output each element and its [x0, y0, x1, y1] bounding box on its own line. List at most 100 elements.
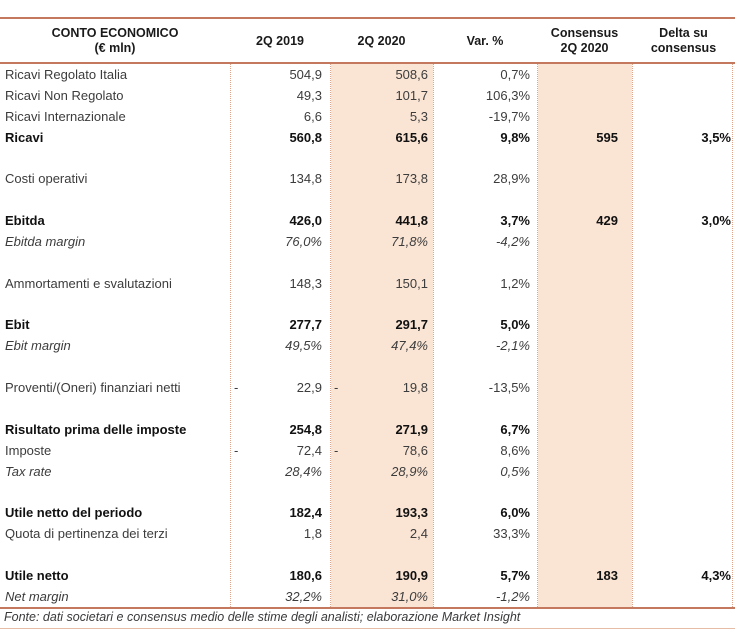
- cell-var-pct: 28,9%: [433, 171, 537, 186]
- cell-2q2020: 271,9: [330, 422, 433, 437]
- cell-2q2020-value: 173,8: [395, 171, 428, 187]
- row-label: Ammortamenti e svalutazioni: [5, 275, 172, 291]
- cell-2q2020: 47,4%: [330, 338, 433, 353]
- cell-var-pct: -19,7%: [433, 109, 537, 124]
- cell-2q2019-value: 28,4%: [285, 463, 322, 479]
- header-var-pct: Var. %: [466, 33, 504, 48]
- cell-2q2020: 193,3: [330, 505, 433, 520]
- cell-var-pct-value: 0,7%: [500, 66, 530, 82]
- cell-2q2020: 2,4: [330, 526, 433, 541]
- cell-delta: 3,0%: [632, 213, 735, 228]
- cell-var-pct-value: 5,7%: [500, 567, 530, 583]
- cell-2q2020-value: 28,9%: [391, 463, 428, 479]
- row-label: Ebitda margin: [5, 233, 86, 249]
- cell-2q2020-value: 508,6: [395, 66, 428, 82]
- table-body: Ricavi Regolato Italia 504,9 508,6 0,7% Rica…: [0, 64, 735, 607]
- cell-var-pct-value: -13,5%: [488, 380, 530, 396]
- table-row: Ebit margin 49,5% 47,4% -2,1%: [0, 335, 735, 356]
- cell-2q2019: 560,8: [230, 130, 330, 145]
- table-row: Proventi/(Oneri) finanziari netti -22,9 -1…: [0, 377, 735, 398]
- cell-2q2019-value: 182,4: [289, 505, 322, 521]
- cell-var-pct: 5,0%: [433, 317, 537, 332]
- cell-delta-value: 4,3%: [701, 567, 731, 583]
- cell-2q2020-value: 190,9: [395, 567, 428, 583]
- highlight-band-2q2020: [331, 64, 433, 607]
- cell-var-pct-value: -2,1%: [496, 338, 530, 354]
- row-label: Tax rate: [5, 463, 52, 479]
- table-row: Ammortamenti e svalutazioni 148,3 150,1 1,2…: [0, 273, 735, 294]
- cell-consensus-value: 429: [596, 213, 618, 229]
- cell-var-pct-value: 3,7%: [500, 213, 530, 229]
- column-separator: [433, 64, 434, 607]
- cell-2q2019: 1,8: [230, 526, 330, 541]
- table-row: Tax rate 28,4% 28,9% 0,5%: [0, 461, 735, 482]
- cell-2q2020-value: 5,3: [409, 108, 428, 124]
- spacer-row: [0, 544, 735, 565]
- header-consensus-line1: Consensus: [550, 26, 619, 40]
- cell-2q2020-value: 291,7: [395, 317, 428, 333]
- column-separator: [330, 64, 331, 607]
- cell-2q2020-value: 47,4%: [391, 338, 428, 354]
- header-bottom-line: [0, 62, 735, 64]
- cell-var-pct: 1,2%: [433, 276, 537, 291]
- cell-2q2020: 615,6: [330, 130, 433, 145]
- cell-2q2019: 426,0: [230, 213, 330, 228]
- table-header-row: CONTO ECONOMICO (€ mln) 2Q 2019 2Q 2020 …: [0, 20, 735, 62]
- cell-2q2019: - 22,9: [230, 380, 330, 395]
- cell-var-pct-value: -1,2%: [496, 588, 530, 604]
- cell-2q2019-value: 277,7: [289, 317, 322, 333]
- negative-sign: -: [334, 442, 339, 458]
- spacer-row: [0, 252, 735, 273]
- cell-2q2019-value: 1,8: [303, 526, 322, 542]
- cell-2q2020: 291,7: [330, 317, 433, 332]
- cell-2q2019-value: 504,9: [289, 66, 322, 82]
- cell-2q2019-value: 22,9: [296, 380, 322, 396]
- cell-2q2019: 49,5%: [230, 338, 330, 353]
- source-note: Fonte: dati societari e consensus medio …: [4, 610, 521, 624]
- cell-var-pct-value: 6,7%: [500, 421, 530, 437]
- header-delta: Delta su consensus: [632, 26, 735, 56]
- bottom-border-line: [0, 628, 735, 629]
- spacer-row: [0, 356, 735, 377]
- cell-delta-value: 3,0%: [701, 213, 731, 229]
- cell-2q2020: 5,3: [330, 109, 433, 124]
- cell-consensus-value: 183: [596, 567, 618, 583]
- cell-2q2019: 148,3: [230, 276, 330, 291]
- cell-var-pct: 8,6%: [433, 443, 537, 458]
- cell-2q2020-value: 271,9: [395, 421, 428, 437]
- cell-2q2019: 32,2%: [230, 589, 330, 604]
- cell-2q2020: 190,9: [330, 568, 433, 583]
- cell-var-pct-value: 28,9%: [493, 171, 530, 187]
- row-label: Ricavi Non Regolato: [5, 87, 124, 103]
- cell-var-pct: 0,7%: [433, 67, 537, 82]
- cell-2q2019: 134,8: [230, 171, 330, 186]
- cell-var-pct-value: 9,8%: [500, 129, 530, 145]
- cell-2q2020-value: 19,8: [402, 380, 428, 396]
- cell-var-pct: 33,3%: [433, 526, 537, 541]
- cell-var-pct: -13,5%: [433, 380, 537, 395]
- table-row: Ebit 277,7 291,7 5,0%: [0, 315, 735, 336]
- cell-consensus: 183: [537, 568, 632, 583]
- table-rows: Ricavi Regolato Italia 504,9 508,6 0,7% Rica…: [0, 64, 735, 607]
- cell-2q2020-value: 615,6: [395, 129, 428, 145]
- table-row: Ricavi Regolato Italia 504,9 508,6 0,7%: [0, 64, 735, 85]
- cell-2q2019-value: 148,3: [289, 275, 322, 291]
- cell-2q2019: 277,7: [230, 317, 330, 332]
- cell-2q2019: 76,0%: [230, 234, 330, 249]
- row-label: Proventi/(Oneri) finanziari netti: [5, 380, 181, 396]
- cell-2q2019: 180,6: [230, 568, 330, 583]
- cell-2q2019: 182,4: [230, 505, 330, 520]
- cell-2q2019: 6,6: [230, 109, 330, 124]
- table-row: Ebitda margin 76,0% 71,8% -4,2%: [0, 231, 735, 252]
- table-row: Ebitda 426,0 441,8 3,7% 429 3,0%: [0, 210, 735, 231]
- top-border-line: [0, 17, 735, 19]
- cell-2q2019-value: 49,5%: [285, 338, 322, 354]
- cell-var-pct-value: 0,5%: [500, 463, 530, 479]
- negative-sign: -: [234, 442, 239, 458]
- cell-var-pct-value: 106,3%: [485, 87, 530, 103]
- header-delta-line2: consensus: [650, 41, 717, 55]
- spacer-row: [0, 482, 735, 503]
- cell-2q2020-value: 150,1: [395, 275, 428, 291]
- cell-var-pct: 5,7%: [433, 568, 537, 583]
- cell-var-pct: 106,3%: [433, 88, 537, 103]
